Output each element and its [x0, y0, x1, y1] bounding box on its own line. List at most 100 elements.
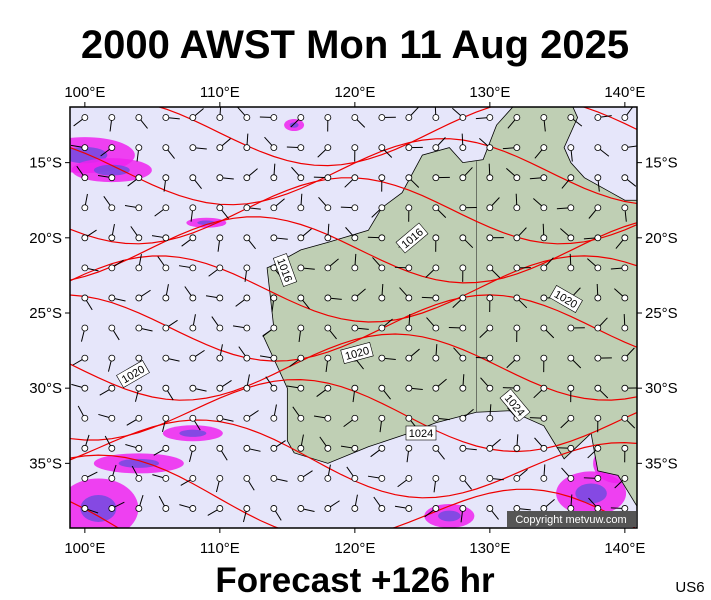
wind-station [540, 505, 548, 512]
wind-station [486, 505, 494, 512]
wind-station [432, 505, 440, 512]
wind-station [540, 294, 548, 302]
wind-station [621, 144, 629, 151]
wind-station [243, 114, 251, 121]
wind-station [297, 294, 305, 302]
wind-station [189, 174, 197, 182]
wind-station [189, 474, 197, 482]
wind-station [270, 384, 278, 392]
wind-station [351, 444, 359, 452]
wind-station [621, 114, 629, 121]
wind-station [459, 264, 467, 272]
wind-station [270, 174, 278, 182]
wind-station [486, 174, 494, 182]
wind-station [486, 324, 494, 332]
wind-station [297, 264, 305, 272]
wind-station [243, 174, 251, 182]
wind-station [108, 505, 116, 512]
wind-station [81, 294, 89, 302]
wind-station [108, 174, 116, 182]
wind-station [540, 204, 548, 212]
wind-station [162, 414, 170, 422]
wind-station [567, 444, 575, 452]
wind-station [567, 174, 575, 182]
wind-station [81, 204, 89, 212]
wind-station [135, 234, 143, 242]
wind-station [513, 144, 521, 151]
wind-station [243, 294, 251, 302]
wind-station [513, 234, 521, 242]
wind-station [567, 144, 575, 151]
wind-station [459, 294, 467, 302]
wind-station [135, 174, 143, 182]
wind-station [243, 474, 251, 482]
wind-station [216, 114, 224, 121]
wind-station [162, 204, 170, 212]
wind-station [540, 264, 548, 272]
lon-tick-label: 130°E [469, 540, 510, 557]
wind-station [243, 324, 251, 332]
wind-station [540, 234, 548, 242]
lon-tick-label: 140°E [604, 540, 645, 557]
wind-station [324, 505, 332, 512]
wind-station [540, 144, 548, 151]
wind-station [378, 204, 386, 212]
wind-station [405, 264, 413, 272]
wind-station [297, 474, 305, 482]
wind-station [351, 474, 359, 482]
wind-station [567, 474, 575, 482]
wind-station [459, 114, 467, 121]
isobar-label-box [549, 285, 583, 313]
wind-station [432, 354, 440, 362]
wind-station [594, 234, 602, 242]
wind-station [621, 174, 629, 182]
wind-station [324, 264, 332, 272]
wind-station [324, 324, 332, 332]
wind-station [135, 294, 143, 302]
wind-station [108, 144, 116, 151]
isobar-label-group: 1024 [405, 425, 437, 441]
wind-station [594, 414, 602, 422]
wind-station [513, 354, 521, 362]
wind-station [567, 384, 575, 392]
wind-station [189, 444, 197, 452]
lon-tick-label: 100°E [64, 84, 105, 101]
wind-station [135, 204, 143, 212]
lon-tick-label: 100°E [64, 540, 105, 557]
wind-station [621, 384, 629, 392]
wind-station [513, 174, 521, 182]
wind-station [81, 264, 89, 272]
wind-station [378, 234, 386, 242]
wind-station [351, 174, 359, 182]
wind-station [486, 234, 494, 242]
wind-station [378, 114, 386, 121]
wind-station [513, 474, 521, 482]
wind-station [513, 294, 521, 302]
wind-station [108, 354, 116, 362]
frame [69, 106, 638, 529]
wind-station [108, 324, 116, 332]
lon-tick-label: 110°E [200, 540, 240, 557]
wind-station [351, 114, 359, 121]
wind-station [378, 444, 386, 452]
wind-station [324, 114, 332, 121]
wind-station [432, 414, 440, 422]
wind-station [459, 384, 467, 392]
wind-station [594, 444, 602, 452]
wind-station [297, 174, 305, 182]
wind-station [216, 384, 224, 392]
wind-station [594, 144, 602, 151]
wind-station [432, 204, 440, 212]
wind-station [189, 144, 197, 151]
wind-station [405, 174, 413, 182]
lat-tick-label: 25°S [29, 305, 62, 322]
wind-station [270, 114, 278, 121]
isobar-label-box [116, 360, 150, 388]
wind-station [81, 174, 89, 182]
wind-station [135, 324, 143, 332]
wind-station [378, 144, 386, 151]
wind-station [351, 384, 359, 392]
copyright: Copyright metvuw.com [515, 514, 626, 526]
wind-station [567, 264, 575, 272]
wind-station [459, 505, 467, 512]
